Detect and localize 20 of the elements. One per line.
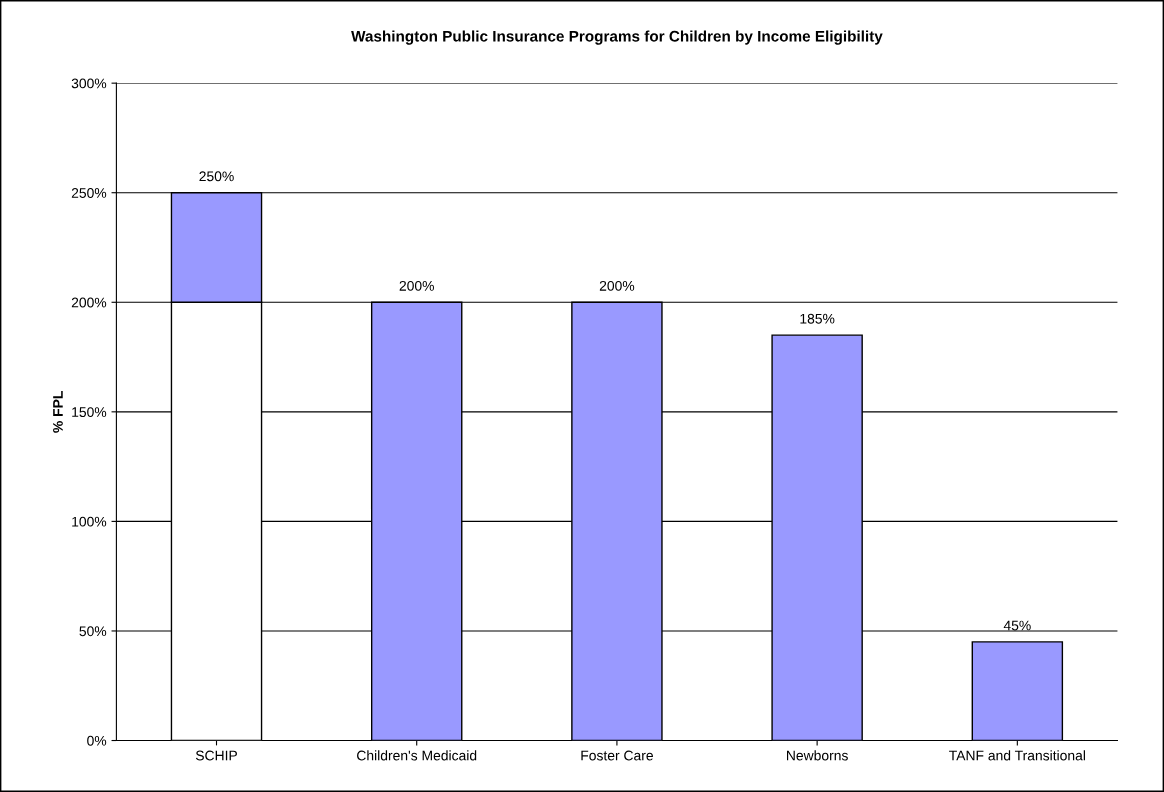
x-tick-label: SCHIP	[195, 750, 237, 761]
y-tick-label: 50%	[79, 626, 107, 637]
y-tick-label: 150%	[72, 407, 107, 418]
y-tick-label: 300%	[71, 78, 107, 89]
x-tick-label: Foster Care	[581, 750, 653, 761]
total-label: 185%	[800, 313, 835, 324]
y-tick-label: 200%	[71, 297, 107, 308]
y-axis-title: % FPL	[53, 391, 63, 433]
bar	[971, 641, 1064, 741]
x-tick-label: Newborns	[787, 750, 848, 761]
total-label: 200%	[599, 280, 635, 291]
total-label: 250%	[199, 171, 234, 182]
y-tick-label: 0%	[87, 735, 107, 746]
x-tick-label: Children's Medicaid	[357, 750, 477, 761]
total-label: 45%	[1003, 620, 1031, 631]
total-label: 200%	[399, 280, 434, 291]
chart-title: Washington Public Insurance Programs for Children by Income Eligibility	[351, 30, 883, 45]
x-tick-label: TANF and Transitional	[949, 750, 1085, 761]
y-tick-label: 100%	[72, 516, 107, 527]
y-tick-label: 250%	[71, 188, 107, 198]
